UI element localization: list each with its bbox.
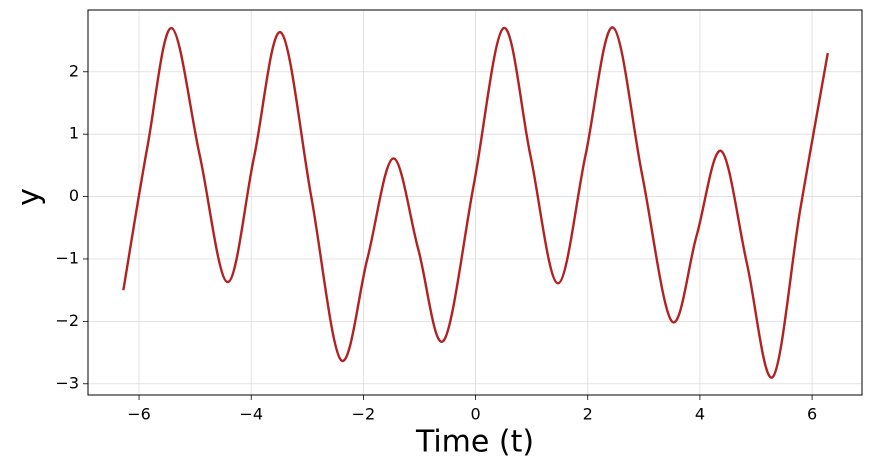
plot-frame [87,9,863,396]
y-tick-label: 1 [69,124,79,143]
y-axis-label: y [12,188,47,206]
y-tick-label: 0 [69,186,79,205]
data-line [122,26,829,379]
x-tick-label: 0 [470,405,480,424]
x-tick-label: 6 [807,405,817,424]
y-tick-label: 2 [69,61,79,80]
y-tick-label: −2 [55,311,79,330]
x-tick-label: 2 [583,405,593,424]
x-axis-label: Time (t) [415,425,534,460]
x-tick-label: −4 [239,405,263,424]
x-tick-label: −2 [352,405,376,424]
x-tick-label: 4 [695,405,705,424]
y-tick-label: −3 [55,373,79,392]
x-tick-label: −6 [127,405,151,424]
y-tick-label: −1 [55,248,79,267]
